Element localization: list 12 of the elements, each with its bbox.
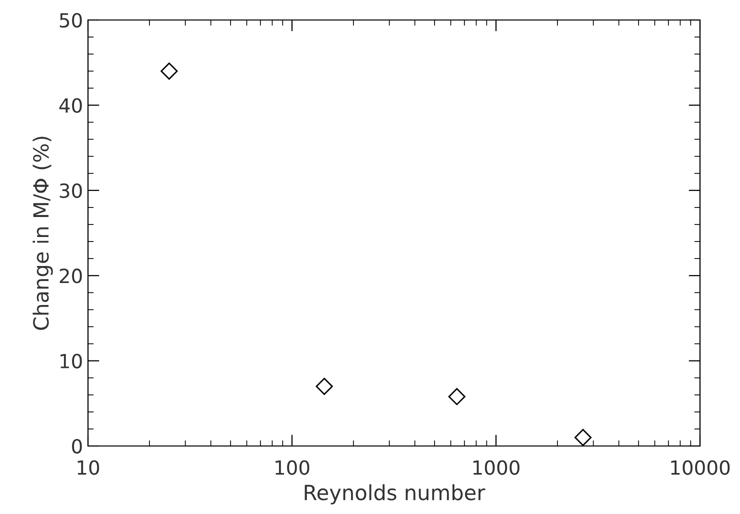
y-tick-label: 40 (59, 98, 82, 113)
x-axis-title: Reynolds number (304, 484, 486, 504)
y-tick-label: 20 (60, 268, 82, 284)
x-tick-label: 100 (276, 460, 310, 475)
y-tick-label: 0 (72, 438, 82, 454)
x-tick-label: 1000 (473, 460, 520, 475)
x-tick-label: 10 (78, 460, 100, 475)
x-tick-label: 10000 (671, 460, 730, 475)
y-axis-title: Change in M/Φ (%) (32, 136, 53, 330)
y-tick-label: 10 (60, 354, 82, 368)
y-tick-label: 50 (60, 12, 82, 28)
y-tick-label: 30 (60, 183, 82, 198)
